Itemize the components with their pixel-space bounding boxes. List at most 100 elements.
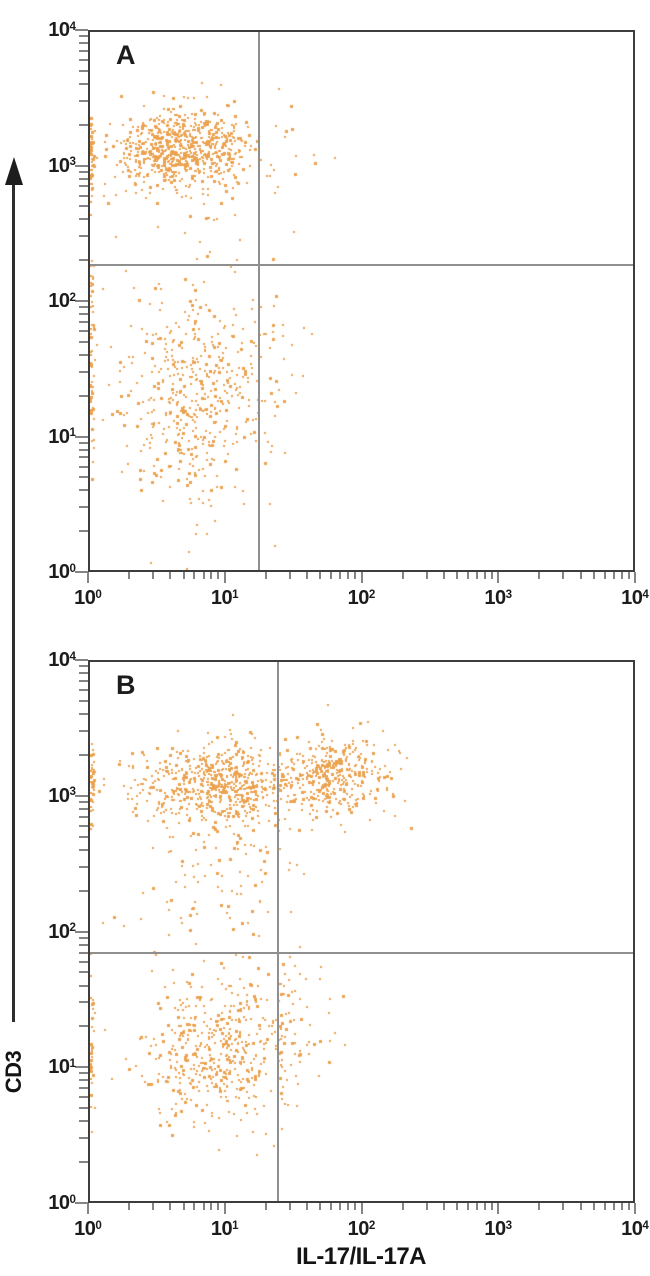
panel-a-x-axis-minor-tick (466, 572, 469, 579)
panel-b-y-axis-minor-tick (79, 865, 88, 868)
panel-b-y-axis-minor-tick (79, 889, 88, 892)
panel-b-x-axis-minor-tick (319, 1203, 322, 1210)
panel-a-y-axis-minor-tick (79, 320, 88, 323)
panel-b-y-axis-minor-tick (79, 1120, 88, 1123)
panel-a-y-axis-minor-tick (79, 205, 88, 208)
panel-a-x-axis-minor-tick (339, 572, 342, 579)
panel-a-y-axis-major-tick (75, 435, 88, 438)
panel-a-x-axis-minor-tick (319, 572, 322, 579)
panel-b-x-axis-minor-tick (483, 1203, 486, 1210)
panel-a-x-axis-minor-tick (182, 572, 185, 579)
panel-a-y-axis-minor-tick (79, 82, 88, 85)
panel-b-x-axis-tick-label: 101 (210, 1218, 239, 1240)
panel-a-y-axis-major-tick (75, 164, 88, 167)
panel-a-y-axis-minor-tick (79, 476, 88, 479)
y-axis-arrow-up-icon (5, 157, 23, 185)
panel-a-x-axis-major-tick (497, 572, 500, 583)
panel-a-x-axis-minor-tick (354, 572, 357, 579)
panel-a-x-axis-minor-tick (476, 572, 479, 579)
panel-b-y-axis-minor-tick (79, 672, 88, 675)
panel-b-x-axis-minor-tick (425, 1203, 428, 1210)
y-axis-label: CD3 (1, 1050, 26, 1094)
panel-b-x-axis-tick-label: 104 (621, 1218, 649, 1240)
panel-b-y-axis-tick-label: 104 (48, 649, 76, 671)
panel-b-x-axis-minor-tick (476, 1203, 479, 1210)
panel-b-x-axis-minor-tick (339, 1203, 342, 1210)
panel-a-y-axis-minor-tick (79, 49, 88, 52)
panel-a-quadrant-gate-horizontal (90, 264, 633, 267)
panel-a-y-axis-minor-tick (79, 370, 88, 373)
panel-b-y-axis-major-tick (75, 1066, 88, 1069)
panel-b-x-axis-minor-tick (210, 1203, 213, 1210)
panel-a-y-axis-minor-tick (79, 185, 88, 188)
panel-a-x-axis-minor-tick (425, 572, 428, 579)
panel-a-y-axis-minor-tick (79, 456, 88, 459)
panel-a-y-axis-major-tick (75, 571, 88, 573)
panel-b-y-axis-minor-tick (79, 984, 88, 987)
panel-b-y-axis-minor-tick (79, 971, 88, 974)
panel-a-y-axis-minor-tick (79, 170, 88, 173)
panel-a-y-axis-minor-tick (79, 530, 88, 533)
panel-a-x-axis-tick-label: 100 (74, 587, 102, 609)
panel-b-y-axis-minor-tick (79, 689, 88, 692)
panel-b-x-axis-major-tick (634, 1203, 636, 1214)
panel-b-y-axis-minor-tick (79, 753, 88, 756)
panel-b-x-axis-minor-tick (354, 1203, 357, 1210)
panel-b-y-axis-minor-tick (79, 824, 88, 827)
panel-a-x-axis-major-tick (634, 572, 636, 583)
panel-b-x-axis-minor-tick (579, 1203, 582, 1210)
panel-b-x-axis-minor-tick (330, 1203, 333, 1210)
panel-b-y-axis-minor-tick (79, 936, 88, 939)
panel-a-x-axis-minor-tick (330, 572, 333, 579)
panel-a-y-axis-tick-label: 102 (48, 290, 76, 312)
panel-a-x-axis-minor-tick (210, 572, 213, 579)
panel-a-x-axis-minor-tick (288, 572, 291, 579)
panel-a-y-axis-minor-tick (79, 353, 88, 356)
y-axis-arrow-shaft (12, 184, 15, 1022)
panel-a-y-axis-minor-tick (79, 123, 88, 126)
panel-b-y-axis-minor-tick (79, 1025, 88, 1028)
panel-b-y-axis-major-tick (75, 1202, 88, 1204)
panel-b-y-axis-minor-tick (79, 1137, 88, 1140)
panel-b-y-axis-minor-tick (79, 1096, 88, 1099)
panel-b-x-axis-minor-tick (620, 1203, 623, 1210)
panel-a-x-axis-tick-label: 102 (347, 587, 376, 609)
panel-b-x-axis-minor-tick (490, 1203, 493, 1210)
panel-a-y-axis-tick-label: 104 (48, 19, 76, 41)
panel-b-label: B (116, 670, 135, 700)
panel-b-x-axis-major-tick (87, 1203, 89, 1214)
panel-a-y-axis-major-tick (75, 29, 88, 31)
panel-a-x-axis-minor-tick (579, 572, 582, 579)
panel-a-x-axis-minor-tick (401, 572, 404, 579)
panel-a-x-axis-minor-tick (620, 572, 623, 579)
panel-b-y-axis-tick-label: 102 (48, 920, 76, 943)
panel-b-x-axis-minor-tick (264, 1203, 267, 1210)
panel-a-x-axis-minor-tick (152, 572, 155, 579)
panel-a-x-axis-major-tick (360, 572, 363, 583)
panel-a-y-axis-tick-label: 100 (48, 561, 76, 583)
panel-b-y-axis-tick-label: 100 (48, 1192, 76, 1214)
panel-a-y-axis-minor-tick (79, 465, 88, 468)
panel-a-x-axis-minor-tick (306, 572, 309, 579)
panel-a-x-axis-minor-tick (169, 572, 172, 579)
panel-a-x-axis-tick-label: 101 (210, 587, 239, 609)
panel-b-x-axis-minor-tick (538, 1203, 541, 1210)
panel-b-y-axis-minor-tick (79, 1087, 88, 1090)
panel-a-y-axis-minor-tick (79, 42, 88, 45)
panel-a-x-axis-tick-label: 103 (484, 587, 513, 609)
panel-a-y-axis-minor-tick (79, 218, 88, 221)
panel-b-quadrant-gate-horizontal (90, 951, 633, 954)
panel-a-label: A (116, 40, 135, 70)
panel-a-x-axis-minor-tick (627, 572, 630, 579)
panel-a-x-axis-minor-tick (483, 572, 486, 579)
panel-a-y-axis-minor-tick (79, 59, 88, 62)
panel-b-x-axis-minor-tick (306, 1203, 309, 1210)
panel-a-y-axis-minor-tick (79, 441, 88, 444)
panel-b-y-axis-tick-label: 103 (48, 784, 76, 807)
panel-b-y-axis-minor-tick (79, 943, 88, 946)
panel-a-x-axis-tick-label: 104 (621, 587, 649, 609)
panel-b-y-axis-minor-tick (79, 800, 88, 803)
panel-a-y-axis-minor-tick (79, 35, 88, 38)
panel-b-dot-canvas (90, 662, 633, 1201)
